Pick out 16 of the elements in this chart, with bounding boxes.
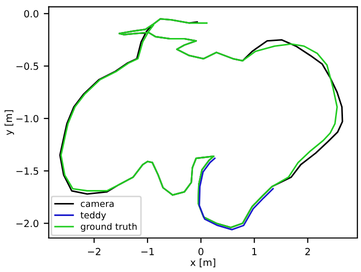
x-tick-label: −1 [141,248,154,256]
legend-label: ground truth [80,222,137,232]
y-tick-label: −1.5 [16,168,38,175]
x-tick-label: −2 [88,248,100,256]
y-tick-label: −2.0 [16,220,38,228]
x-tick-label: 2 [305,248,310,256]
x-tick-label: 0 [198,248,204,256]
x-axis-title: x [m] [190,258,216,268]
legend-label: teddy [80,212,106,220]
y-tick-label: 0.0 [24,10,38,18]
y-tick-label: −1.0 [16,114,38,122]
x-tick-label: 1 [252,248,257,256]
legend-label: camera [80,202,114,208]
y-axis-title: y [m] [4,110,14,136]
y-tick-label: −0.5 [16,62,38,70]
line-series [198,158,274,230]
